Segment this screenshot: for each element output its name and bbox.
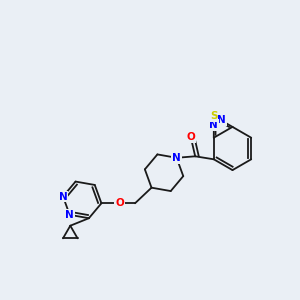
Text: O: O: [115, 198, 124, 208]
Text: N: N: [172, 153, 181, 163]
Text: O: O: [186, 132, 195, 142]
Text: N: N: [217, 116, 226, 125]
Text: N: N: [58, 191, 68, 202]
Text: S: S: [210, 111, 218, 121]
Text: N: N: [209, 120, 218, 130]
Text: N: N: [65, 210, 74, 220]
